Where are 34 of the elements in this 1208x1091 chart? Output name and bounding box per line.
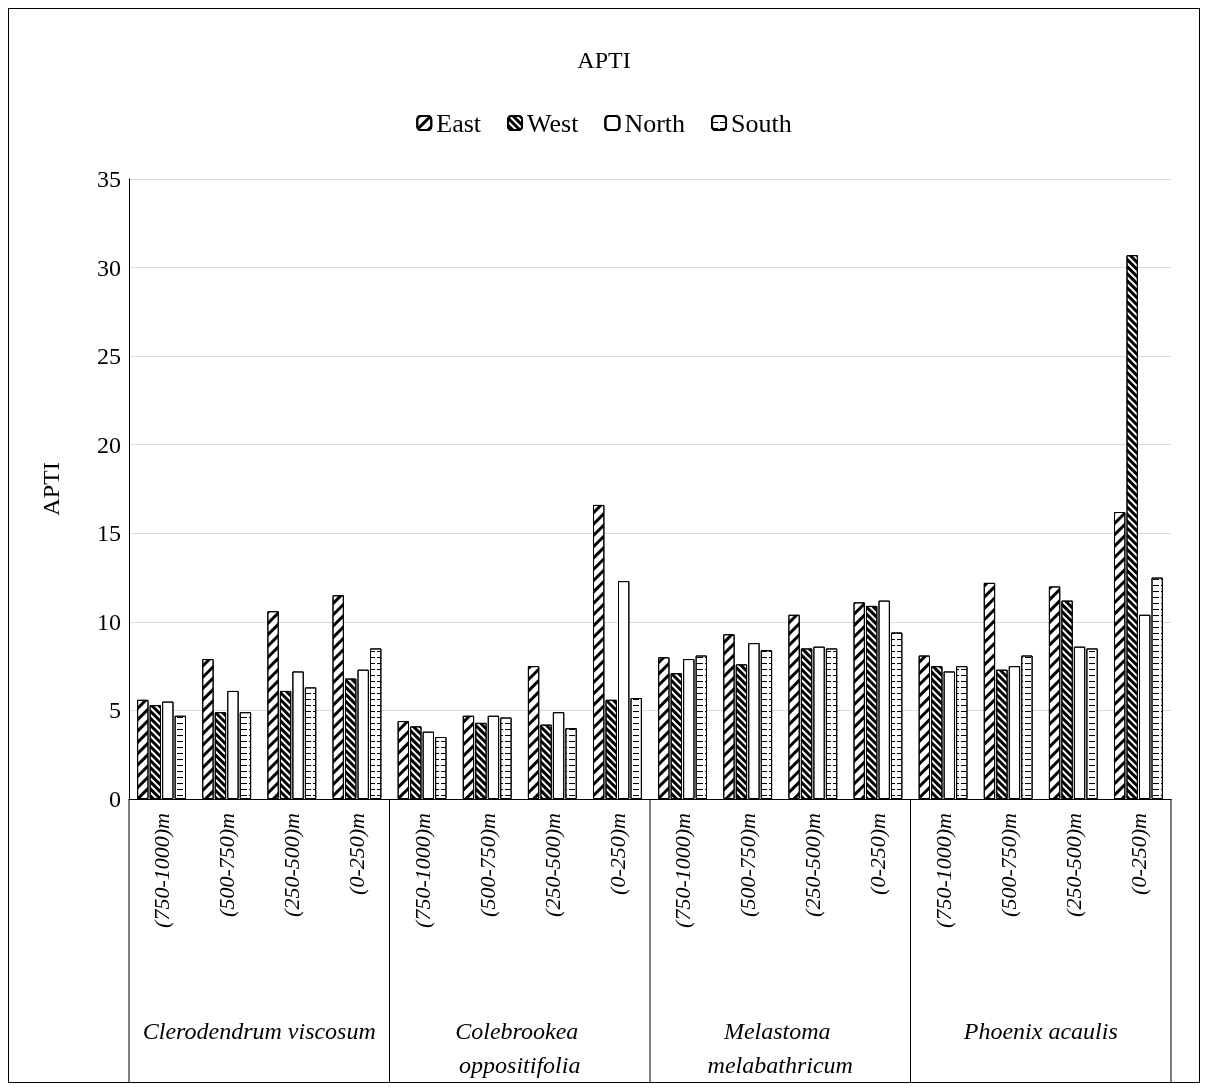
text: Colebrookea oppositifolia xyxy=(455,1018,585,1078)
x-tick-label: (500-750)m xyxy=(474,813,500,917)
x-tick-label: (500-750)m xyxy=(214,813,240,917)
x-tick-label: (500-750)m xyxy=(995,813,1021,917)
text: Phoenix acaulis xyxy=(962,1018,1118,1044)
legend-label: West xyxy=(527,108,580,138)
x-tick-label: (750-1000)m xyxy=(670,813,696,928)
y-tick-label: 35 xyxy=(97,166,121,192)
x-tick-label: (0-250)m xyxy=(604,813,630,895)
x-tick-label: (750-1000)m xyxy=(149,813,175,928)
legend-label: South xyxy=(731,108,792,138)
text: Clerodendrum viscosum xyxy=(142,1018,376,1044)
y-tick-label: 5 xyxy=(109,697,121,724)
y-tick-label: 30 xyxy=(97,254,121,281)
legend-label: North xyxy=(624,108,686,138)
x-tick-label: (750-1000)m xyxy=(930,813,956,928)
x-tick-label: (250-500)m xyxy=(1060,813,1086,917)
y-tick-label: 20 xyxy=(97,431,121,458)
x-tick-label: (0-250)m xyxy=(344,813,370,895)
y-tick-label: 10 xyxy=(97,608,121,635)
x-tick-label: (0-250)m xyxy=(1125,813,1151,895)
x-tick-label: (750-1000)m xyxy=(409,813,435,928)
x-tick-label: (500-750)m xyxy=(735,813,761,917)
x-tick-label: (250-500)m xyxy=(539,813,565,917)
x-tick-label: (0-250)m xyxy=(865,813,891,895)
y-tick-label: 0 xyxy=(109,786,121,812)
y-tick-label: 25 xyxy=(97,343,121,370)
y-axis-title: APTI xyxy=(577,47,631,73)
text: Melastoma melabathricum xyxy=(707,1018,853,1078)
x-tick-label: (250-500)m xyxy=(800,813,826,917)
text: APTI xyxy=(38,462,64,516)
x-tick-label: (250-500)m xyxy=(279,813,305,917)
y-tick-label: 15 xyxy=(97,520,121,547)
legend-label: East xyxy=(436,108,482,138)
